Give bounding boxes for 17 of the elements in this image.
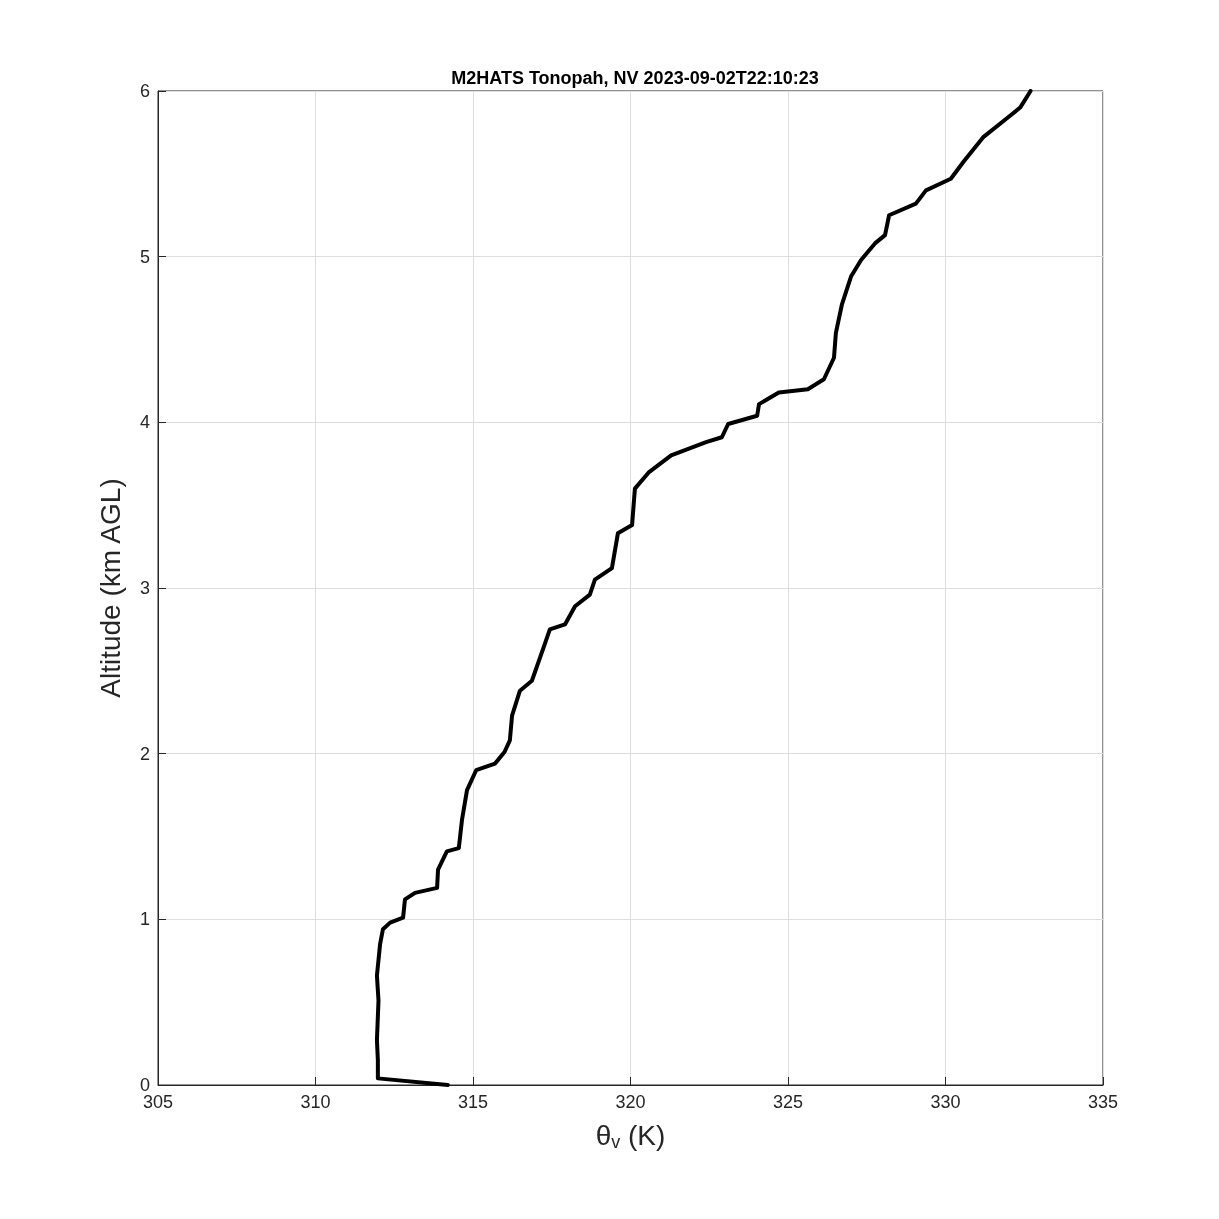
x-tick-label: 330 <box>930 1092 961 1112</box>
y-tick-label: 6 <box>139 81 150 101</box>
y-tick-label: 1 <box>139 909 150 930</box>
x-tick-label: 315 <box>457 1092 489 1112</box>
x-tick-label: 325 <box>772 1092 804 1112</box>
y-tick-label: 3 <box>139 578 150 598</box>
x-tick-label: 310 <box>300 1092 331 1112</box>
y-tick-label: 5 <box>139 246 150 267</box>
x-tick-label: 320 <box>615 1092 646 1112</box>
y-tick-label: 2 <box>139 743 150 764</box>
line-series <box>374 89 1033 1087</box>
x-tick-label: 305 <box>142 1092 174 1112</box>
chart-title: M2HATS Tonopah, NV 2023-09-02T22:10:23 <box>451 68 819 88</box>
y-axis-title: Altitude (km AGL) <box>94 478 126 698</box>
y-tick-label: 0 <box>139 1075 150 1095</box>
y-tick-label: 4 <box>139 412 150 433</box>
x-tick-label: 335 <box>1087 1092 1119 1112</box>
